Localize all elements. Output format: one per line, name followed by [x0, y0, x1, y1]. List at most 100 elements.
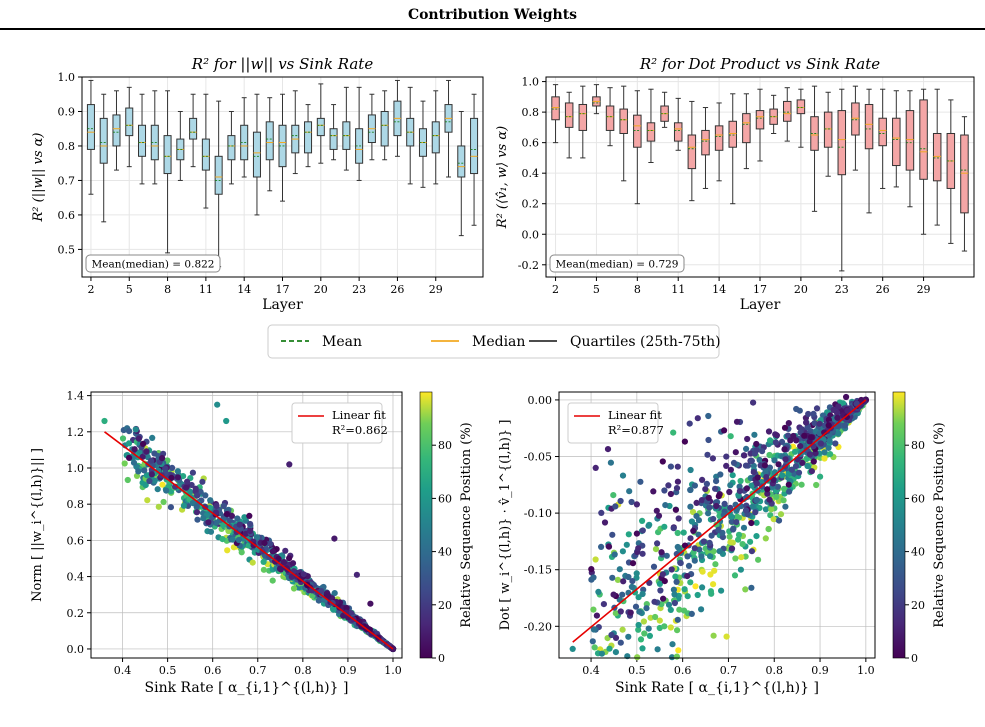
- colorbar-label: Relative Sequence Position (%): [459, 422, 474, 628]
- data-point: [668, 566, 675, 573]
- data-point: [798, 481, 805, 488]
- x-axis-label: Layer: [740, 297, 781, 313]
- colorbar: [419, 391, 433, 659]
- data-point: [805, 410, 812, 418]
- y-tick-label: -0.15: [524, 564, 552, 577]
- x-tick-label: 1.0: [857, 664, 875, 677]
- box-iqr: [714, 125, 724, 151]
- data-point: [639, 590, 646, 598]
- data-point: [859, 398, 866, 405]
- data-point: [710, 632, 717, 639]
- data-point: [821, 455, 828, 462]
- box-layer-10: [189, 93, 198, 168]
- data-point: [708, 532, 715, 539]
- data-point: [180, 473, 187, 480]
- data-point: [730, 459, 738, 466]
- data-point: [821, 449, 828, 456]
- box-iqr: [701, 129, 710, 156]
- box-iqr: [112, 114, 121, 147]
- data-point: [569, 645, 576, 653]
- box-layer-6: [138, 93, 147, 185]
- data-point: [806, 451, 814, 458]
- data-point: [686, 420, 693, 427]
- data-point: [617, 639, 624, 646]
- data-point: [841, 422, 849, 429]
- x-tick-label: 29: [429, 283, 443, 296]
- box-layer-19: [783, 87, 792, 142]
- data-point: [625, 573, 632, 581]
- data-point: [748, 519, 755, 527]
- data-point: [645, 625, 652, 632]
- box-layer-16: [265, 97, 274, 192]
- data-point: [188, 481, 195, 489]
- data-point: [742, 462, 750, 469]
- box-layer-13: [227, 110, 236, 185]
- y-tick-label: 0.4: [67, 571, 85, 584]
- data-point: [131, 446, 138, 453]
- box-iqr: [470, 117, 479, 175]
- data-point: [610, 591, 617, 598]
- data-point: [617, 497, 624, 505]
- data-point: [667, 624, 674, 631]
- box-iqr: [837, 110, 847, 176]
- x-tick-label: 0.8: [765, 664, 783, 677]
- data-point: [588, 566, 595, 573]
- data-point: [674, 543, 681, 551]
- data-point: [810, 410, 817, 417]
- data-point: [174, 474, 182, 481]
- y-tick-label: 0.0: [67, 643, 85, 656]
- data-point: [325, 592, 332, 600]
- data-point: [681, 586, 688, 593]
- data-point: [684, 553, 691, 560]
- chart-title: R² for Dot Product vs Sink Rate: [639, 55, 880, 73]
- data-point: [623, 541, 630, 548]
- axes-frame: [558, 391, 876, 659]
- data-point: [593, 612, 601, 619]
- annotation-box: [549, 254, 685, 273]
- data-point: [163, 487, 170, 494]
- data-point: [844, 407, 851, 414]
- fit-legend-frame: [567, 402, 659, 444]
- data-point: [632, 603, 640, 610]
- data-point: [612, 610, 619, 617]
- data-point: [750, 399, 757, 406]
- data-point: [612, 503, 619, 510]
- data-point: [777, 511, 785, 518]
- y-tick-label: 0.6: [522, 137, 540, 150]
- data-point: [710, 581, 717, 588]
- box-layer-12: [214, 100, 223, 268]
- data-point: [646, 632, 654, 640]
- data-point: [804, 424, 811, 431]
- data-point: [694, 591, 701, 599]
- data-point: [124, 476, 131, 484]
- data-point: [752, 509, 759, 516]
- box-iqr: [316, 117, 325, 137]
- data-point: [770, 516, 777, 523]
- box-layer-9: [646, 88, 656, 163]
- box-layer-4: [112, 90, 121, 171]
- x-tick-label: 20: [314, 283, 328, 296]
- box-layer-15: [728, 93, 737, 205]
- data-point: [715, 493, 722, 500]
- data-point: [670, 586, 678, 593]
- data-point: [154, 486, 161, 493]
- legend-label: Median: [472, 334, 525, 350]
- box-iqr: [905, 110, 915, 171]
- data-point: [300, 571, 307, 578]
- x-tick-label: 11: [671, 283, 685, 296]
- data-point: [732, 555, 739, 562]
- data-point: [353, 571, 360, 578]
- box-layer-18: [769, 94, 778, 134]
- x-tick-label: 14: [712, 283, 726, 296]
- data-point: [598, 543, 605, 551]
- box-layer-11: [201, 93, 210, 209]
- box-iqr: [304, 121, 313, 154]
- y-tick-label: 0.00: [528, 394, 553, 407]
- data-point: [676, 606, 683, 613]
- box-iqr: [551, 96, 560, 121]
- box-iqr: [265, 121, 274, 161]
- box-iqr: [755, 110, 765, 130]
- data-point: [739, 541, 746, 548]
- data-point: [612, 634, 620, 642]
- y-tick-label: 0.5: [58, 243, 76, 256]
